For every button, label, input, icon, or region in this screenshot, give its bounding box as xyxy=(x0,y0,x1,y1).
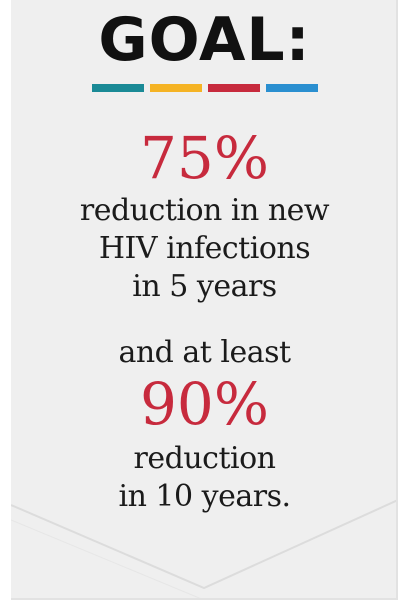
first-goal-line: HIV infections xyxy=(98,231,311,266)
goal-content: GOAL: 75% reduction in new HIV infection… xyxy=(11,0,396,516)
first-goal-percent: 75% xyxy=(140,124,269,192)
chevron-background-shape xyxy=(11,499,396,598)
second-goal-line: in 10 years. xyxy=(118,479,291,514)
first-goal-line: in 5 years xyxy=(132,269,277,304)
second-goal-percent: 90% xyxy=(140,370,269,438)
color-bar-red xyxy=(207,84,260,92)
color-bar-blue xyxy=(265,84,318,92)
color-bar-teal xyxy=(91,84,144,92)
goal-card: GOAL: 75% reduction in new HIV infection… xyxy=(11,0,398,600)
first-goal-line: reduction in new xyxy=(79,193,330,228)
second-goal-description: reduction in 10 years. xyxy=(11,440,396,516)
color-bars xyxy=(11,84,396,92)
second-goal-line: reduction xyxy=(133,441,276,476)
color-bar-yellow xyxy=(149,84,202,92)
goal-title: GOAL: xyxy=(98,5,311,75)
first-goal-description: reduction in new HIV infections in 5 yea… xyxy=(11,192,396,306)
connector-text: and at least xyxy=(118,335,291,370)
